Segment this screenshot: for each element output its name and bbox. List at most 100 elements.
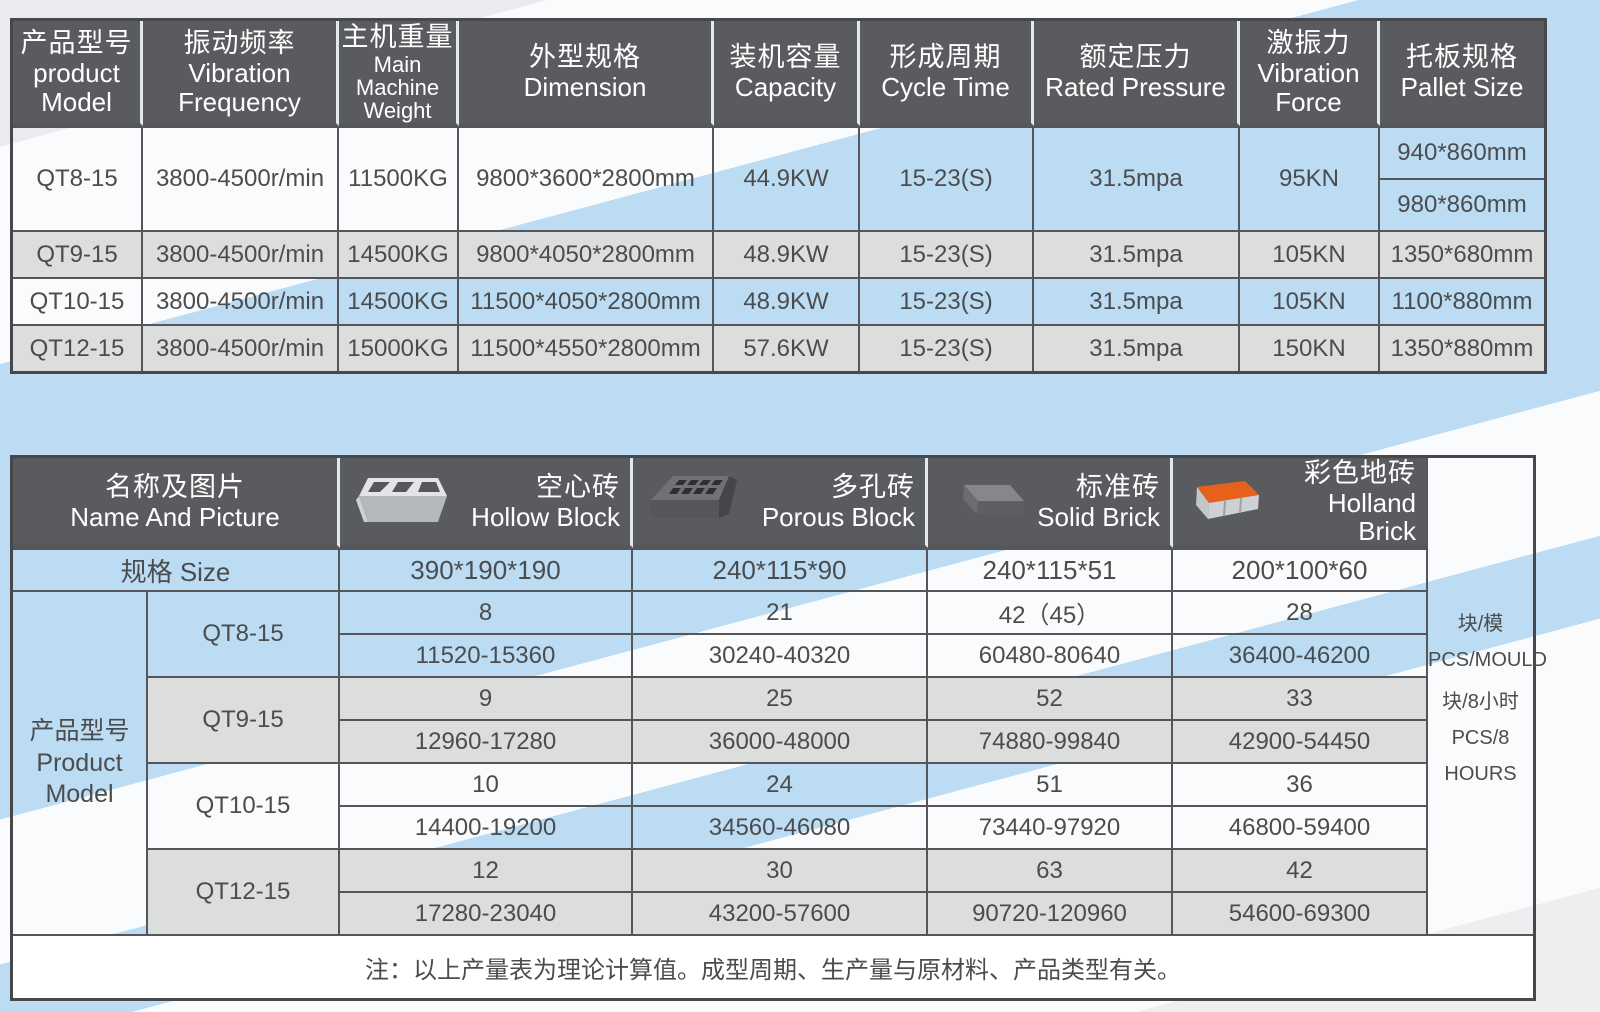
production-row-qt12-8h: 17280-23040 43200-57600 90720-120960 546…: [13, 891, 1533, 935]
header-zh: 多孔砖: [831, 472, 915, 503]
header-en: Vibration Frequency: [178, 58, 301, 117]
holland-brick-icon: [1183, 473, 1275, 530]
spec-row-qt9: QT9-15 3800-4500r/min 14500KG 9800*4050*…: [13, 230, 1544, 277]
product-header-text: 多孔砖 Porous Block: [749, 472, 915, 531]
table-cell-pallet-a: 940*860mm: [1380, 126, 1544, 178]
table-cell-frequency: 3800-4500r/min: [143, 230, 339, 277]
table-cell: 43200-57600: [633, 891, 928, 935]
unit-line: PCS/8: [1451, 726, 1510, 749]
table-cell: 11520-15360: [340, 633, 633, 677]
table-cell: 63: [928, 848, 1173, 892]
table-cell-pressure: 31.5mpa: [1034, 324, 1240, 371]
table-cell: 33: [1173, 676, 1428, 720]
table-cell-dimension: 11500*4050*2800mm: [459, 277, 714, 324]
machine-spec-table: 产品型号 product Model 振动频率 Vibration Freque…: [10, 18, 1547, 374]
column-header-dimension: 外型规格 Dimension: [459, 21, 714, 126]
product-header-text: 标准砖 Solid Brick: [1036, 472, 1160, 531]
table-cell-capacity: 48.9KW: [714, 230, 860, 277]
header-zh: 名称及图片: [105, 472, 245, 503]
size-label-cell: 规格 Size: [13, 548, 340, 591]
table-cell-cycle: 15-23(S): [860, 126, 1034, 230]
size-cell-porous: 240*115*90: [633, 548, 928, 591]
table-cell-model: QT8-15: [13, 126, 143, 230]
header-en: Name And Picture: [70, 502, 280, 533]
table-cell-pressure: 31.5mpa: [1034, 230, 1240, 277]
header-en: Capacity: [734, 72, 837, 103]
header-zh: 标准砖: [1076, 472, 1160, 503]
header-en: Vibration Force: [1257, 58, 1360, 117]
production-row-qt8-8h: 11520-15360 30240-40320 60480-80640 3640…: [13, 633, 1533, 677]
header-en: Hollow Block: [471, 502, 620, 533]
table-cell-pressure: 31.5mpa: [1034, 277, 1240, 324]
table-cell-capacity: 57.6KW: [714, 324, 860, 371]
model-cell: QT9-15: [148, 676, 340, 763]
column-header-pallet-size: 托板规格 Pallet Size: [1380, 21, 1544, 126]
header-zh: 外型规格: [529, 42, 641, 73]
table-cell-force: 150KN: [1240, 324, 1380, 371]
spec-header-row: 产品型号 product Model 振动频率 Vibration Freque…: [13, 21, 1544, 126]
unit-line: PCS/MOULD: [1428, 648, 1547, 671]
table-cell-force: 105KN: [1240, 277, 1380, 324]
header-en: Holland Brick: [1327, 488, 1416, 547]
header-en: Solid Brick: [1037, 502, 1160, 533]
table-cell-weight: 15000KG: [339, 324, 459, 371]
production-row-qt10-mould: QT10-15 10 24 51 36: [13, 762, 1533, 849]
table-cell: 42900-54450: [1173, 719, 1428, 763]
table-cell: 54600-69300: [1173, 891, 1428, 935]
table-cell: 36: [1173, 762, 1428, 806]
column-header-holland-brick: 彩色地砖 Holland Brick: [1173, 458, 1428, 549]
column-header-cycle-time: 形成周期 Cycle Time: [860, 21, 1034, 126]
header-zh: 额定压力: [1079, 42, 1192, 73]
column-header-hollow-block: 空心砖 Hollow Block: [340, 458, 633, 549]
table-cell: 28: [1173, 590, 1428, 634]
row-header-zh: 产品型号: [29, 717, 130, 746]
production-row-qt8-mould: 产品型号 Product Model QT8-15 8 21 42（45） 28: [13, 590, 1533, 935]
row-header-en: Product: [36, 748, 123, 777]
note-cell: 注：以上产量表为理论计算值。成型周期、生产量与原材料、产品类型有关。: [13, 934, 1533, 999]
row-header-product-model: 产品型号 Product Model: [13, 590, 148, 935]
table-cell-model: QT12-15: [13, 324, 143, 371]
row-header-en: Model: [45, 779, 114, 808]
solid-brick-icon: [938, 473, 1030, 530]
spec-row-qt12: QT12-15 3800-4500r/min 15000KG 11500*455…: [13, 324, 1544, 371]
model-cell: QT12-15: [148, 848, 340, 935]
table-cell: 34560-46080: [633, 805, 928, 849]
table-cell-frequency: 3800-4500r/min: [143, 126, 339, 230]
production-table: 名称及图片 Name And Picture: [10, 455, 1547, 1002]
header-zh: 装机容量: [729, 42, 842, 73]
porous-block-icon: [643, 470, 743, 533]
table-cell-pressure: 31.5mpa: [1034, 126, 1240, 230]
table-cell-frequency: 3800-4500r/min: [143, 277, 339, 324]
header-zh: 主机重量: [341, 21, 454, 52]
table-cell: 74880-99840: [928, 719, 1173, 763]
header-en: Porous Block: [761, 502, 915, 533]
table-cell: 73440-97920: [928, 805, 1173, 849]
table-cell: 36400-46200: [1173, 633, 1428, 677]
header-en: product Model: [33, 58, 120, 117]
table-cell: 60480-80640: [928, 633, 1173, 677]
header-en: Main Machine Weight: [355, 51, 440, 124]
table-cell-cycle: 15-23(S): [860, 324, 1034, 371]
header-zh: 托板规格: [1406, 42, 1518, 73]
production-row-qt9-mould: QT9-15 9 25 52 33: [13, 676, 1533, 763]
table-cell-capacity: 44.9KW: [714, 126, 860, 230]
table-cell-pallet-b: 980*860mm: [1380, 178, 1544, 230]
note-row: 注：以上产量表为理论计算值。成型周期、生产量与原材料、产品类型有关。: [13, 934, 1533, 999]
table-cell: 42: [1173, 848, 1428, 892]
table-cell: 25: [633, 676, 928, 720]
table-cell: 30: [633, 848, 928, 892]
table-cell-model: QT9-15: [13, 230, 143, 277]
table-cell-cycle: 15-23(S): [860, 230, 1034, 277]
column-header-frequency: 振动频率 Vibration Frequency: [143, 21, 339, 126]
header-en: Cycle Time: [881, 72, 1010, 103]
table-cell-force: 105KN: [1240, 230, 1380, 277]
column-header-porous-block: 多孔砖 Porous Block: [633, 458, 928, 549]
table-cell-dimension: 11500*4550*2800mm: [459, 324, 714, 371]
table-cell: 46800-59400: [1173, 805, 1428, 849]
table-cell: 30240-40320: [633, 633, 928, 677]
header-en: Rated Pressure: [1045, 72, 1226, 103]
model-cell: QT8-15: [148, 590, 340, 677]
table-cell: 21: [633, 590, 928, 634]
header-en: Dimension: [523, 72, 647, 103]
production-header-row: 名称及图片 Name And Picture: [13, 458, 1547, 785]
